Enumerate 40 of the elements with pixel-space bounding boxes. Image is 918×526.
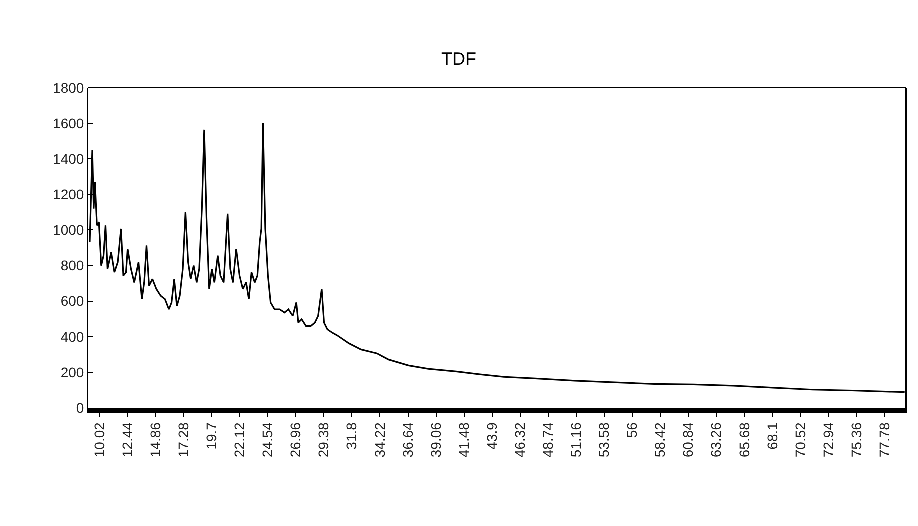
x-tick-label: 36.64 <box>400 422 416 458</box>
y-tick-label: 1200 <box>53 186 84 203</box>
y-tick-label: 1400 <box>53 151 84 168</box>
x-tick-label: 22.12 <box>232 422 248 458</box>
x-tick-label: 48.74 <box>540 422 556 458</box>
x-tick-label: 29.38 <box>316 422 332 458</box>
x-tick-label: 72.94 <box>820 422 836 458</box>
x-tick-label: 51.16 <box>568 422 584 458</box>
x-tick-label: 68.1 <box>764 422 780 450</box>
x-tick-label: 17.28 <box>175 422 192 458</box>
x-tick-label: 24.54 <box>260 422 276 458</box>
y-tick-label: 200 <box>60 364 84 380</box>
x-tick-label: 75.36 <box>848 422 864 458</box>
y-tick-label: 1600 <box>53 115 84 132</box>
y-tick-label: 600 <box>60 293 84 310</box>
y-tick-label: 1800 <box>53 80 84 96</box>
x-tick-label: 31.8 <box>344 422 360 450</box>
x-tick-label: 77.78 <box>876 422 892 458</box>
x-tick-label: 70.52 <box>792 422 808 458</box>
x-tick-label: 14.86 <box>147 422 164 458</box>
y-tick-label: 400 <box>60 328 84 345</box>
chart-title: TDF <box>442 49 476 70</box>
x-tick-label: 43.9 <box>484 422 500 450</box>
x-tick-label: 41.48 <box>456 422 472 458</box>
x-tick-label: 58.42 <box>652 422 668 458</box>
x-tick-label: 19.7 <box>204 422 220 450</box>
x-tick-label: 65.68 <box>736 422 752 458</box>
x-tick-label: 46.32 <box>512 422 528 458</box>
x-tick-label: 53.58 <box>596 422 612 458</box>
y-tick-label: 800 <box>60 258 84 274</box>
x-tick-label: 63.26 <box>708 422 724 458</box>
x-tick-label: 60.84 <box>680 422 696 458</box>
x-tick-label: 26.96 <box>288 422 304 458</box>
x-tick-label: 39.06 <box>428 422 444 458</box>
x-tick-label: 34.22 <box>372 422 388 458</box>
y-tick-label: 0 <box>76 400 84 416</box>
x-tick-label: 12.44 <box>119 422 136 458</box>
x-tick-label: 56 <box>624 422 640 438</box>
x-tick-label: 10.02 <box>91 422 108 458</box>
y-tick-label: 1000 <box>53 222 84 238</box>
